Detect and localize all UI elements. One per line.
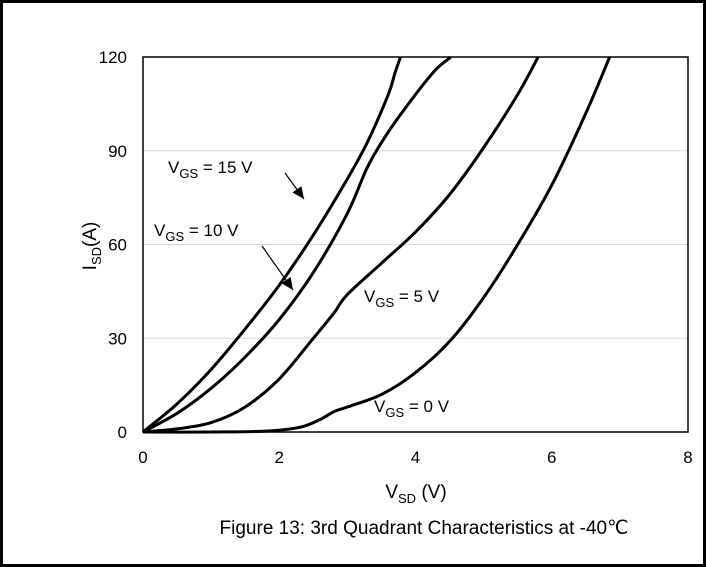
annotation-vgs-5v: VGS = 5 V <box>364 287 440 310</box>
figure-caption: Figure 13: 3rd Quadrant Characteristics … <box>220 518 629 539</box>
x-axis-label: VSD (V) <box>385 482 446 506</box>
x-tick-label-4: 4 <box>411 448 420 467</box>
annotation-arrowhead-vgs-10v <box>281 277 293 290</box>
grid-layer <box>143 150 688 339</box>
series-line-vgs-0v <box>142 56 612 434</box>
y-tick-label-60: 60 <box>108 236 127 255</box>
annot-layer: VGS = 15 V VGS = 10 V VGS = 5 V VGS = 0 V <box>154 158 450 420</box>
y-tick-label-0: 0 <box>118 423 127 442</box>
plot-area <box>142 56 689 433</box>
annotation-vgs-10v: VGS = 10 V <box>154 221 239 244</box>
series-line-vgs-5v <box>142 56 540 434</box>
y-tick-label-120: 120 <box>99 48 127 67</box>
x-tick-label-2: 2 <box>275 448 284 467</box>
series-line-vgs-10v <box>142 55 452 434</box>
y-tick-label-30: 30 <box>108 329 127 348</box>
x-tick-label-0: 0 <box>138 448 147 467</box>
annotation-vgs-15v: VGS = 15 V <box>168 158 253 181</box>
series-layer <box>142 55 612 434</box>
annotation-vgs-0v: VGS = 0 V <box>374 397 450 420</box>
x-tick-label-6: 6 <box>547 448 556 467</box>
tick-layer: 0 30 60 90 120 0 2 4 6 8 <box>99 48 693 467</box>
series-line-vgs-15v <box>142 56 402 434</box>
y-axis-label: ISD(A) <box>80 222 104 271</box>
x-tick-label-8: 8 <box>683 448 692 467</box>
y-tick-label-90: 90 <box>108 142 127 161</box>
annotation-arrowhead-vgs-15v <box>292 186 304 199</box>
